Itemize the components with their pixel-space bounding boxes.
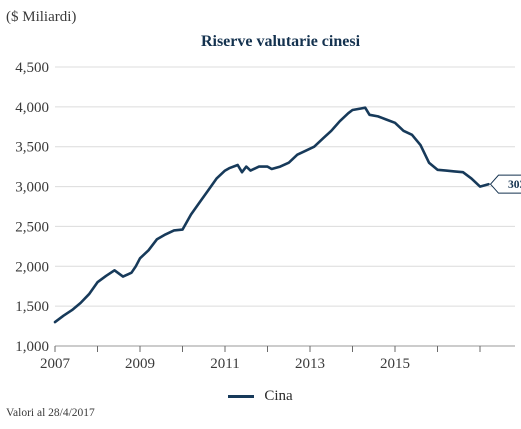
- y-tick-label: 1,000: [15, 339, 49, 355]
- x-axis: 2007 2009 2011 2013 2015: [40, 346, 481, 372]
- footnote: Valori al 28/4/2017: [6, 407, 95, 419]
- y-tick-label: 4,000: [15, 100, 49, 116]
- end-value-label: 3030: [508, 179, 521, 191]
- y-tick-label: 3,000: [15, 180, 49, 196]
- series-layer: [53, 106, 490, 324]
- y-tick-label: 3,500: [15, 140, 49, 156]
- gridlines: [55, 66, 515, 347]
- x-tick-label: 2009: [125, 356, 155, 372]
- y-tick-label: 1,500: [15, 299, 49, 315]
- series-line-cina: [53, 106, 490, 324]
- x-tick-label: 2011: [210, 356, 239, 372]
- end-value-box: [489, 174, 521, 194]
- chart-title: Riserve valutarie cinesi: [200, 33, 361, 50]
- chart-canvas: 1,000 1,500 2,000 2,500 3,000 3,500 4,000 4,500…: [15, 60, 521, 372]
- legend-swatch-cina: [228, 395, 255, 398]
- unit-label: ($ Miliardi): [6, 9, 77, 25]
- end-value-callout: 3030: [489, 174, 521, 194]
- y-axis: 1,000 1,500 2,000 2,500 3,000 3,500 4,000 4,500: [15, 60, 49, 355]
- x-tick-label: 2013: [295, 356, 325, 372]
- y-tick-label: 4,500: [15, 60, 49, 76]
- legend-label-cina: Cina: [264, 388, 293, 404]
- y-tick-label: 2,500: [15, 219, 49, 235]
- x-tick-label: 2007: [40, 356, 71, 372]
- y-tick-label: 2,000: [15, 259, 49, 275]
- x-tick-label: 2015: [380, 356, 410, 372]
- legend: Cina: [0, 388, 521, 405]
